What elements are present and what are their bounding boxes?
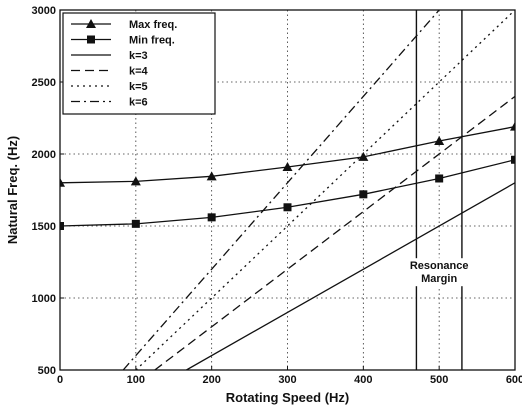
- legend-label: k=3: [129, 50, 148, 62]
- annotation-line-1: Resonance: [410, 260, 469, 272]
- legend-item-k-3: k=3: [71, 50, 148, 62]
- data-point-min-freq: [511, 155, 515, 164]
- data-point-max-freq: [60, 177, 65, 187]
- x-tick-label: 100: [127, 374, 145, 386]
- data-point-max-freq: [434, 136, 445, 146]
- legend-marker: [86, 19, 96, 28]
- series-line-k-6: [122, 10, 440, 370]
- legend-box: [62, 12, 216, 115]
- y-tick-label: 2000: [32, 149, 56, 161]
- y-axis-label: Natural Freq. (Hz): [5, 136, 20, 244]
- legend-label: k=5: [129, 81, 148, 93]
- annotation-background: [405, 258, 474, 287]
- legend-item-max-freq: Max freq.: [71, 19, 177, 31]
- data-point-max-freq: [282, 161, 293, 171]
- x-tick-label: 0: [57, 374, 63, 386]
- y-tick-label: 500: [38, 365, 56, 377]
- series-max-freq: [60, 121, 515, 187]
- data-point-min-freq: [131, 219, 140, 228]
- series-layer: [60, 10, 515, 370]
- annotation-line-2: Margin: [421, 273, 457, 285]
- legend-label: k=4: [129, 66, 149, 78]
- vline-layer: [415, 10, 463, 370]
- data-point-min-freq: [207, 213, 216, 222]
- legend: Max freq. Min freq. k=3 k=4 k=5 k=6: [62, 12, 216, 115]
- series-line-k-4: [154, 95, 515, 370]
- y-tick-label: 3000: [32, 5, 56, 17]
- series-line-k-3: [186, 182, 515, 370]
- series-k-6: [122, 10, 440, 370]
- data-point-max-freq: [510, 121, 515, 131]
- y-tick-label: 1000: [32, 293, 56, 305]
- x-tick-label: 500: [430, 374, 448, 386]
- legend-label: k=6: [129, 97, 148, 109]
- series-k-4: [154, 95, 515, 370]
- data-point-min-freq: [359, 190, 368, 199]
- data-point-max-freq: [130, 176, 141, 186]
- x-tick-label: 200: [202, 374, 220, 386]
- series-k-3: [186, 182, 515, 370]
- data-point-min-freq: [283, 203, 292, 212]
- legend-item-min-freq: Min freq.: [71, 35, 175, 47]
- resonance-margin-annotation: Resonance Margin: [405, 258, 474, 287]
- y-tick-label: 2500: [32, 77, 56, 89]
- y-tick-label: 1500: [32, 221, 56, 233]
- x-tick-label: 600: [506, 374, 522, 386]
- legend-marker: [87, 35, 95, 44]
- legend-item-k-6: k=6: [71, 97, 148, 109]
- data-point-min-freq: [435, 174, 444, 183]
- x-axis-label: Rotating Speed (Hz): [226, 390, 350, 405]
- legend-label: Max freq.: [129, 19, 177, 31]
- x-tick-label: 400: [354, 374, 372, 386]
- tick-labels: 0 100 200 300 400 500 600 500 1000 1500 2000 2500 30…: [32, 5, 522, 386]
- x-tick-label: 300: [278, 374, 296, 386]
- legend-label: Min freq.: [129, 35, 175, 47]
- legend-item-k-4: k=4: [71, 66, 149, 78]
- data-point-max-freq: [358, 151, 369, 161]
- legend-item-k-5: k=5: [71, 81, 148, 93]
- data-point-max-freq: [206, 171, 217, 181]
